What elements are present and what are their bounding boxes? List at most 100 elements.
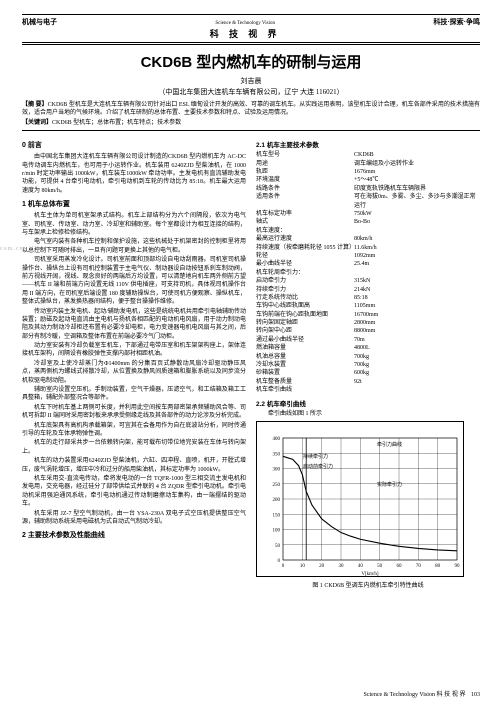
spec-val: 调车编组及小运转作业 [354, 160, 480, 168]
abstract-text: CKD6B 型机车是大连机车车辆有限公司针对出口 ESL 缅甸设计开发的高效、可… [22, 102, 480, 116]
sec1-p4: 动力室安装有冷却负载室车机车，下部通过电带压室和机车架架构座上，架体连接机车架构… [22, 342, 246, 359]
spec-val: 25.4m [354, 260, 480, 268]
spec-row: 机车速度： [256, 227, 480, 235]
spec-row: 机车整备质量92t [256, 378, 480, 386]
spec-val: 8800mm [354, 327, 480, 335]
chart-caption: 图 1 CKD6B 型调车内燃机车牵引特性曲线 [256, 580, 480, 589]
spec-key: 机油总容量 [256, 353, 354, 361]
columns: 0 前言 由中国北车集团大连机车车辆有限公司设计制造的CKD6B 型内燃机车为 … [22, 136, 480, 589]
spec-val: 214kN [354, 286, 480, 294]
footer-page: 103 [471, 692, 480, 698]
spec-key: 最高运行速度 [256, 235, 354, 243]
spec-row: 机车型号CKD6B [256, 151, 480, 159]
spec-val: 600kg [354, 369, 480, 377]
keywords-label: 【关键词】 [22, 120, 52, 126]
spec-row: 转向架固定轴距2800mm [256, 319, 480, 327]
page: 机械与电子 Science & Technology Vision 科 技 视 … [0, 0, 502, 599]
keywords-text: CKD6B 型机车；总体布置；机车特点；技术参数 [52, 120, 181, 126]
svg-text:150: 150 [273, 513, 281, 518]
sec1-p10: 机车的动力装置采用6240ZJD 型柴油机，六缸、四冲程、直喷，机开，开膛式增压… [22, 457, 246, 474]
spec-row: 适用条件可在海拔0m、多雾、多尘、多沙与多潮湿正常运行 [256, 193, 480, 210]
svg-text:实际牵引力: 实际牵引力 [377, 481, 402, 488]
header-center: 科 技 视 界 [210, 29, 281, 39]
left-column: 0 前言 由中国北车集团大连机车车辆有限公司设计制造的CKD6B 型内燃机车为 … [22, 136, 246, 589]
spec-row: 启动牵引力315kN [256, 277, 480, 285]
spec-val: 85:18 [354, 294, 480, 302]
sec0-p0: 由中国北车集团大连机车车辆有限公司设计制造的CKD6B 型内燃机车为 AC-DC… [22, 153, 246, 195]
spec-row: 车钩前端在钩心距轨面地面16700mm [256, 311, 480, 319]
svg-text:40: 40 [358, 564, 364, 569]
svg-text:60: 60 [397, 564, 403, 569]
spec-key: 用途 [256, 160, 354, 168]
abstract-label: 【摘 要】 [22, 102, 48, 108]
sec1-p2: 司机室采用蒸发冷化设计。司机室前面和顶部均设自电动刮雨器。司机室司机操操作台、操… [22, 256, 246, 306]
spec-val: +5～48℃ [354, 176, 480, 184]
spec-key: 通过最小曲线半径 [256, 336, 354, 344]
svg-text:启动前牵引力: 启动前牵引力 [303, 463, 333, 470]
spec-row: 用途调车编组及小运转作业 [256, 160, 480, 168]
author: 刘吉晨 [22, 76, 480, 86]
spec-key: 启动牵引力 [256, 277, 354, 285]
spec-key: 环境温度 [256, 176, 354, 184]
footer-chn: 科 技 视 界 [436, 692, 465, 698]
spec-key: 持续速度（按牵磨耗轮径 1055 计算） [256, 244, 354, 252]
spec-val [354, 269, 480, 277]
spec-val: 11.6km/h [354, 244, 480, 252]
spec-val: 80km/h [354, 235, 480, 243]
sec1-p12: 机车采用 JZ-7 型空气制动机，由一台 YSA-230A 双电子式空压机提供整… [22, 510, 246, 527]
spec-key: 机车整备质量 [256, 378, 354, 386]
sec21-title: 2.1 机车主要技术参数 [256, 139, 480, 149]
svg-text:0: 0 [282, 564, 285, 569]
spec-key: 线路条件 [256, 185, 354, 193]
sec1-p3: 传动室内装主发电机、起动/辅助发电机，这些是统统电机共用牵引电轴辅助传动装置；励… [22, 308, 246, 342]
spec-row: 机车轮周牵引力： [256, 269, 480, 277]
spec-row: 持续牵引力214kN [256, 286, 480, 294]
svg-text:300: 300 [273, 468, 281, 473]
spec-val: CKD6B [354, 151, 480, 159]
abstract-rule [22, 130, 480, 131]
spec-key: 转向架固定轴距 [256, 319, 354, 327]
header-right: 科技·探索·争鸣 [433, 17, 480, 27]
sec1-p8: 机车底架具有高机构承载箱架，可宜其在会备用作为自在底波站分析，同时传通引导的车轮… [22, 422, 246, 439]
spec-val: 750kW [354, 210, 480, 218]
spec-key: 轮径 [256, 252, 354, 260]
right-column: 2.1 机车主要技术参数 机车型号CKD6B用途调车编组及小运转作业轨距1676… [256, 136, 480, 589]
spec-key: 车钩中心线距轨面高 [256, 302, 354, 310]
footer-eng: Science & Technology Vision [363, 692, 435, 698]
spec-val: 315kN [354, 277, 480, 285]
chart-svg: 0102030405060708090050100150200250300350… [257, 422, 465, 578]
spec-val [354, 386, 480, 394]
svg-text:30: 30 [339, 564, 345, 569]
spec-row: 机油总容量700kg [256, 353, 480, 361]
sec1-p9: 机车的走行部采共步一台依赖转向架，能可载布切带位地完安装在车体与转向架上。 [22, 439, 246, 456]
spec-row: 砂箱装置600kg [256, 369, 480, 377]
spec-row: 最高运行速度80km/h [256, 235, 480, 243]
svg-text:持续牵引力: 持续牵引力 [303, 453, 328, 460]
spec-key: 车钩前端在钩心距轨面地面 [256, 311, 354, 319]
sec1-title: 1 机车总体布置 [22, 199, 246, 209]
svg-text:250: 250 [273, 483, 281, 488]
spec-val: 700kg [354, 361, 480, 369]
svg-text:V[km/h]: V[km/h] [361, 572, 379, 577]
chart-box: 0102030405060708090050100150200250300350… [256, 421, 464, 577]
spec-row: 轴式Bo-Bo [256, 218, 480, 226]
spec-row: 机车标定功率750kW [256, 210, 480, 218]
spec-row: 轮径1092mm [256, 252, 480, 260]
spec-row: 线路条件印度宽轨铁路机车车辆限界 [256, 185, 480, 193]
spec-key: 转向架中心距 [256, 327, 354, 335]
spec-key: 砂箱装置 [256, 369, 354, 377]
spec-row: 轨距1676mm [256, 168, 480, 176]
svg-text:50: 50 [377, 564, 383, 569]
sec1-p6: 辅助室内设置空压机，手制动装置，空气干燥器，压滤空气，和工结箱及箱工工具整箱，辅… [22, 386, 246, 403]
spec-key: 持续牵引力 [256, 286, 354, 294]
spec-row: 持续速度（按牵磨耗轮径 1055 计算）11.6km/h [256, 244, 480, 252]
spec-val: 可在海拔0m、多雾、多尘、多沙与多潮湿正常运行 [354, 193, 480, 210]
sec22-title: 2.2 机车牵引曲线 [256, 398, 480, 408]
sec1-p5: 冷却室及上使冷却蒸门为Φ1400mm 的分集百页式静散动风扇冷却驱动静压风点，蒸… [22, 360, 246, 385]
svg-text:100: 100 [273, 529, 281, 534]
watermark: com.cn. [0, 246, 26, 252]
spec-val: 16700mm [354, 311, 480, 319]
spec-key: 冷却水装置 [256, 361, 354, 369]
svg-text:50: 50 [275, 544, 281, 549]
spec-key: 机车牵引曲线 [256, 386, 354, 394]
